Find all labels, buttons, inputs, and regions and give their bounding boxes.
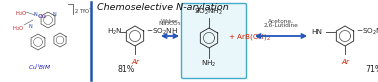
- Text: H$_2$N: H$_2$N: [107, 27, 123, 37]
- Text: N: N: [52, 11, 56, 16]
- Text: H$_2$O: H$_2$O: [15, 9, 27, 18]
- Text: H$_2$O: H$_2$O: [12, 24, 24, 33]
- Text: $+$ ArB(OH)$_2$: $+$ ArB(OH)$_2$: [228, 32, 271, 42]
- Text: Acetone,: Acetone,: [268, 19, 294, 24]
- Text: Na$_2$CO$_3$: Na$_2$CO$_3$: [158, 19, 182, 28]
- Text: Cu: Cu: [37, 14, 46, 19]
- Text: Cu$^{II}$BIM: Cu$^{II}$BIM: [28, 63, 51, 72]
- Text: SO$_2$NH$_2$: SO$_2$NH$_2$: [194, 7, 223, 17]
- Text: $-$SO$_2$NH$_2$: $-$SO$_2$NH$_2$: [356, 27, 378, 37]
- Text: 81%: 81%: [117, 65, 134, 74]
- Text: $2$ TfO$^{-}$: $2$ TfO$^{-}$: [74, 7, 93, 15]
- FancyBboxPatch shape: [181, 4, 246, 78]
- Text: N: N: [28, 25, 32, 30]
- Text: 2,6-Lutidine: 2,6-Lutidine: [263, 23, 299, 28]
- Text: Ar: Ar: [341, 59, 349, 65]
- Text: Chemoselective N-arylation: Chemoselective N-arylation: [97, 3, 229, 12]
- Text: Ar: Ar: [131, 59, 139, 65]
- Text: $-$SO$_2$NH: $-$SO$_2$NH: [146, 27, 178, 37]
- Text: NH$_2$: NH$_2$: [201, 59, 217, 69]
- Text: N: N: [33, 11, 37, 16]
- Text: HN: HN: [311, 29, 322, 35]
- Text: Water,: Water,: [160, 19, 180, 24]
- Text: 71%: 71%: [365, 65, 378, 74]
